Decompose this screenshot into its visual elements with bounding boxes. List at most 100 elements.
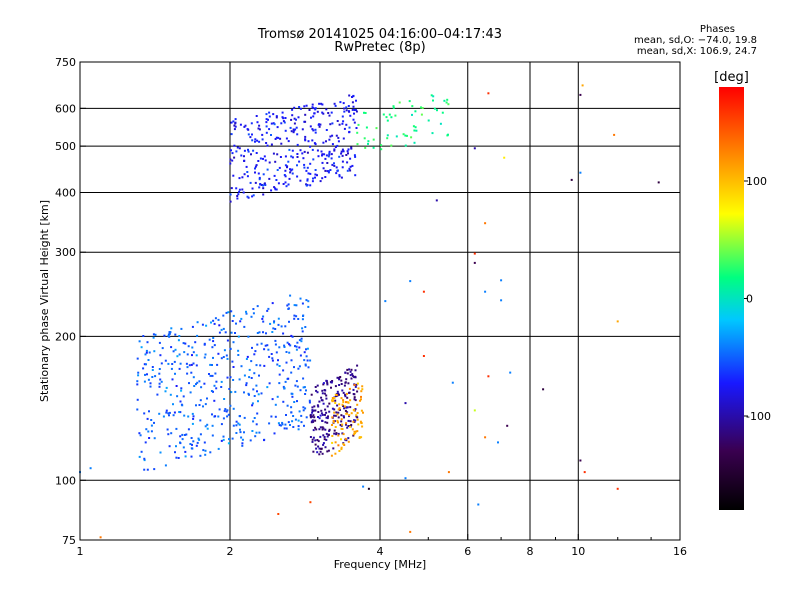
data-point [297, 367, 300, 370]
data-point [344, 409, 347, 412]
data-point [335, 432, 338, 435]
data-point [178, 353, 181, 356]
data-point [154, 333, 157, 336]
data-point [320, 409, 323, 412]
data-point [318, 453, 321, 456]
data-point [364, 146, 367, 149]
data-point [175, 427, 178, 430]
data-point [341, 160, 344, 163]
data-point [331, 441, 334, 444]
data-point [271, 302, 274, 305]
data-point [240, 154, 243, 157]
data-point [357, 387, 360, 390]
data-point [237, 422, 240, 425]
data-point [325, 108, 328, 111]
data-point [326, 450, 329, 453]
data-point [338, 174, 341, 177]
data-point [354, 174, 357, 177]
data-point [312, 129, 315, 132]
data-point [286, 341, 289, 344]
data-point [344, 405, 347, 408]
data-point [301, 152, 304, 155]
data-point [234, 390, 237, 393]
data-point [321, 389, 324, 392]
data-point [213, 384, 216, 387]
data-point [225, 354, 228, 357]
data-point [239, 431, 242, 434]
data-point [421, 107, 424, 109]
data-point [229, 158, 232, 161]
data-point [251, 404, 254, 407]
data-point [179, 435, 182, 438]
data-point [328, 150, 331, 153]
data-point [305, 104, 308, 107]
data-point [343, 416, 345, 419]
data-point [287, 183, 290, 186]
data-point [293, 317, 296, 320]
data-point [339, 101, 342, 104]
data-point [359, 420, 362, 423]
data-point [265, 121, 268, 124]
data-point [336, 419, 339, 422]
data-point [351, 373, 354, 376]
data-point [136, 408, 139, 411]
data-point [273, 321, 275, 324]
data-point [232, 366, 235, 368]
data-point [394, 114, 397, 117]
data-point [228, 388, 231, 390]
data-point [254, 181, 257, 184]
data-point [315, 447, 318, 450]
data-point [356, 390, 359, 393]
data-point [331, 163, 334, 166]
data-point [224, 408, 227, 411]
data-point [137, 374, 140, 377]
x-tick-label: 4 [377, 545, 384, 558]
data-point [451, 381, 454, 384]
data-point [167, 362, 170, 365]
data-point [331, 435, 334, 437]
data-point [333, 432, 336, 435]
data-point [364, 112, 367, 114]
data-point [229, 200, 232, 203]
data-point [226, 409, 229, 412]
data-point [300, 340, 303, 343]
data-point [195, 404, 197, 407]
data-point [322, 382, 325, 385]
data-point [484, 290, 487, 293]
data-point [341, 115, 344, 118]
data-point [138, 340, 141, 343]
data-point [349, 169, 352, 172]
data-point [353, 398, 356, 401]
data-point [340, 448, 343, 451]
data-point [332, 399, 335, 402]
data-point [320, 102, 323, 105]
data-point [336, 404, 339, 407]
data-point [334, 385, 337, 388]
data-point [346, 406, 349, 409]
data-point [239, 428, 241, 431]
data-point [271, 398, 274, 401]
data-point [324, 157, 327, 160]
data-point [259, 157, 262, 160]
data-point [262, 184, 265, 187]
data-point [195, 354, 198, 357]
data-point [356, 382, 359, 385]
data-point [215, 387, 218, 390]
data-point [284, 423, 287, 426]
data-point [232, 379, 235, 381]
data-point [165, 409, 168, 412]
data-point [318, 428, 321, 431]
data-point [298, 410, 301, 413]
data-point [241, 442, 244, 445]
data-point [272, 152, 275, 155]
data-point [344, 393, 346, 396]
data-point [278, 373, 281, 376]
data-point [203, 342, 206, 345]
data-point [150, 419, 153, 421]
data-point [350, 147, 353, 150]
data-point [265, 125, 268, 128]
data-point [302, 386, 305, 389]
data-point [293, 117, 296, 120]
data-point [309, 125, 312, 128]
data-point [165, 411, 168, 414]
